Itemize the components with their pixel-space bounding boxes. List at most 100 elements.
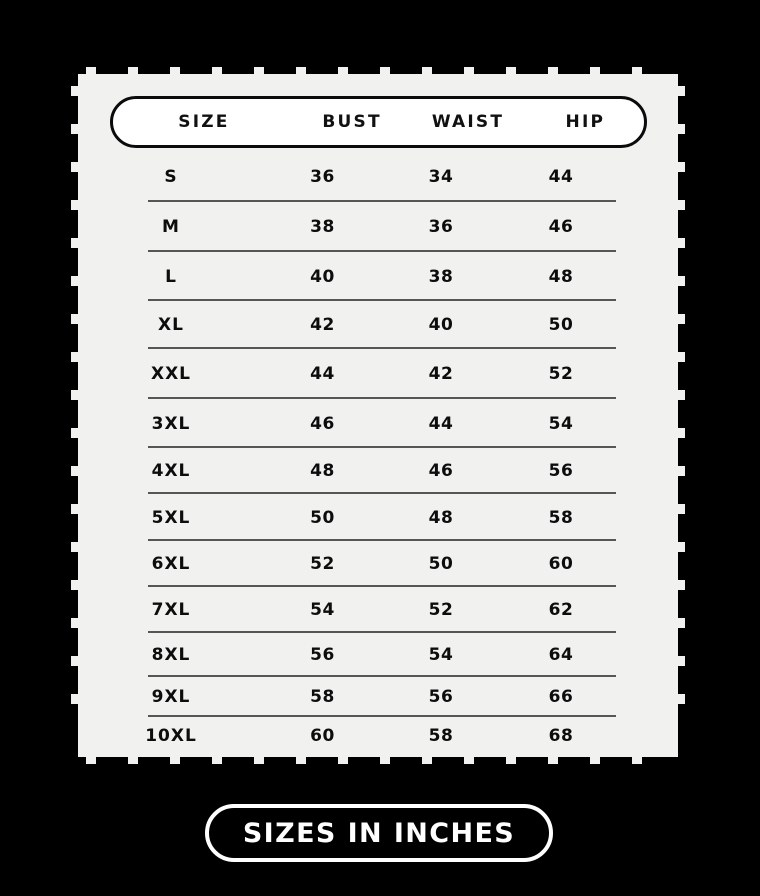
card-edge-tab (464, 67, 474, 74)
table-row: 6XL 52 50 60 (78, 541, 678, 587)
row-divider (148, 492, 616, 494)
table-row: M 38 36 46 (78, 202, 678, 252)
card-edge-tab (548, 67, 558, 74)
card-edge-tab (678, 542, 685, 552)
row-divider (148, 631, 616, 633)
card-edge-tab (678, 428, 685, 438)
size-chart-card: SIZE BUST WAIST HIP S 36 34 44 M 38 36 46 L 40 38 4… (71, 67, 685, 764)
card-edge-tab (170, 757, 180, 764)
column-header-waist: WAIST (431, 112, 505, 132)
card-edge-tab (71, 656, 78, 666)
cell-size: XL (158, 315, 184, 335)
cell-waist: 50 (428, 554, 454, 574)
card-edge-tab (464, 757, 474, 764)
table-row: L 40 38 48 (78, 252, 678, 301)
card-edge-tab (678, 162, 685, 172)
card-edge-tab (338, 67, 348, 74)
cell-waist: 44 (428, 413, 454, 434)
card-edge-tab (71, 390, 78, 400)
card-edge-tab (86, 757, 96, 764)
cell-hip: 66 (548, 687, 574, 707)
cell-hip: 64 (548, 645, 574, 665)
card-edge-tab (71, 352, 78, 362)
card-edge-tab (71, 694, 78, 704)
row-divider (148, 675, 616, 677)
cell-waist: 48 (428, 507, 454, 528)
cell-bust: 50 (310, 507, 335, 528)
cell-size: M (162, 217, 180, 237)
card-edge-tab (254, 67, 264, 74)
card-edge-tab (71, 276, 78, 286)
card-edge-tab (678, 238, 685, 248)
row-divider (148, 446, 616, 448)
table-row: S 36 34 44 (78, 152, 678, 202)
card-edge-tab (590, 757, 600, 764)
table-row: 8XL 56 54 64 (78, 633, 678, 677)
card-edge-tab (678, 86, 685, 96)
row-divider (148, 715, 616, 717)
cell-hip: 52 (548, 364, 574, 384)
cell-size: 9XL (151, 687, 191, 707)
card-edge-tab (128, 67, 138, 74)
card-edge-tab (506, 67, 516, 74)
cell-waist: 52 (428, 600, 454, 620)
cell-waist: 56 (428, 687, 454, 707)
cell-size: 10XL (145, 726, 197, 746)
cell-hip: 50 (548, 315, 574, 335)
table-row: 10XL 60 58 68 (78, 717, 678, 755)
card-edge-tab (678, 618, 685, 628)
cell-hip: 62 (548, 600, 574, 620)
cell-hip: 68 (548, 726, 574, 746)
card-edge-tab (71, 466, 78, 476)
card-edge-tab (128, 757, 138, 764)
table-row: 7XL 54 52 62 (78, 587, 678, 633)
row-divider (148, 250, 616, 252)
row-divider (148, 585, 616, 587)
card-edge-tab (71, 428, 78, 438)
cell-size: 5XL (151, 507, 191, 528)
table-row: 4XL 48 46 56 (78, 448, 678, 494)
card-edge-tab (71, 542, 78, 552)
table-row: XL 42 40 50 (78, 301, 678, 349)
column-header-size: SIZE (178, 112, 230, 132)
row-divider (148, 347, 616, 349)
row-divider (148, 397, 616, 399)
card-edge-tab (71, 124, 78, 134)
sizes-in-inches-label: SIZES IN INCHES (242, 817, 516, 849)
card-edge-tab (678, 694, 685, 704)
column-header-bust: BUST (322, 112, 382, 132)
card-edge-tab (170, 67, 180, 74)
card-edge-tab (678, 124, 685, 134)
card-edge-tab (71, 200, 78, 210)
cell-hip: 56 (548, 461, 574, 481)
cell-bust: 54 (310, 600, 335, 620)
cell-bust: 52 (310, 554, 335, 574)
card-edge-tab (86, 67, 96, 74)
card-edge-tab (506, 757, 516, 764)
card-edge-tab (678, 390, 685, 400)
card-edge-tab (422, 757, 432, 764)
row-divider (148, 299, 616, 301)
card-edge-tab (590, 67, 600, 74)
cell-bust: 58 (310, 687, 335, 707)
card-edge-tab (632, 757, 642, 764)
card-edge-tab (212, 67, 222, 74)
cell-hip: 54 (548, 413, 574, 434)
card-edge-tab (254, 757, 264, 764)
card-edge-tab (296, 757, 306, 764)
cell-size: 8XL (151, 645, 191, 665)
card-edge-tab (678, 276, 685, 286)
card-edge-tab (338, 757, 348, 764)
row-divider (148, 539, 616, 541)
card-edge-tab (678, 200, 685, 210)
cell-bust: 40 (310, 266, 335, 287)
card-edge-tab (71, 618, 78, 628)
table-row: 5XL 50 48 58 (78, 494, 678, 541)
card-edge-tab (71, 504, 78, 514)
cell-waist: 36 (428, 217, 454, 237)
cell-bust: 46 (310, 413, 335, 434)
row-divider (148, 200, 616, 202)
table-header-pill: SIZE BUST WAIST HIP (110, 96, 647, 148)
card-edge-tab (678, 314, 685, 324)
